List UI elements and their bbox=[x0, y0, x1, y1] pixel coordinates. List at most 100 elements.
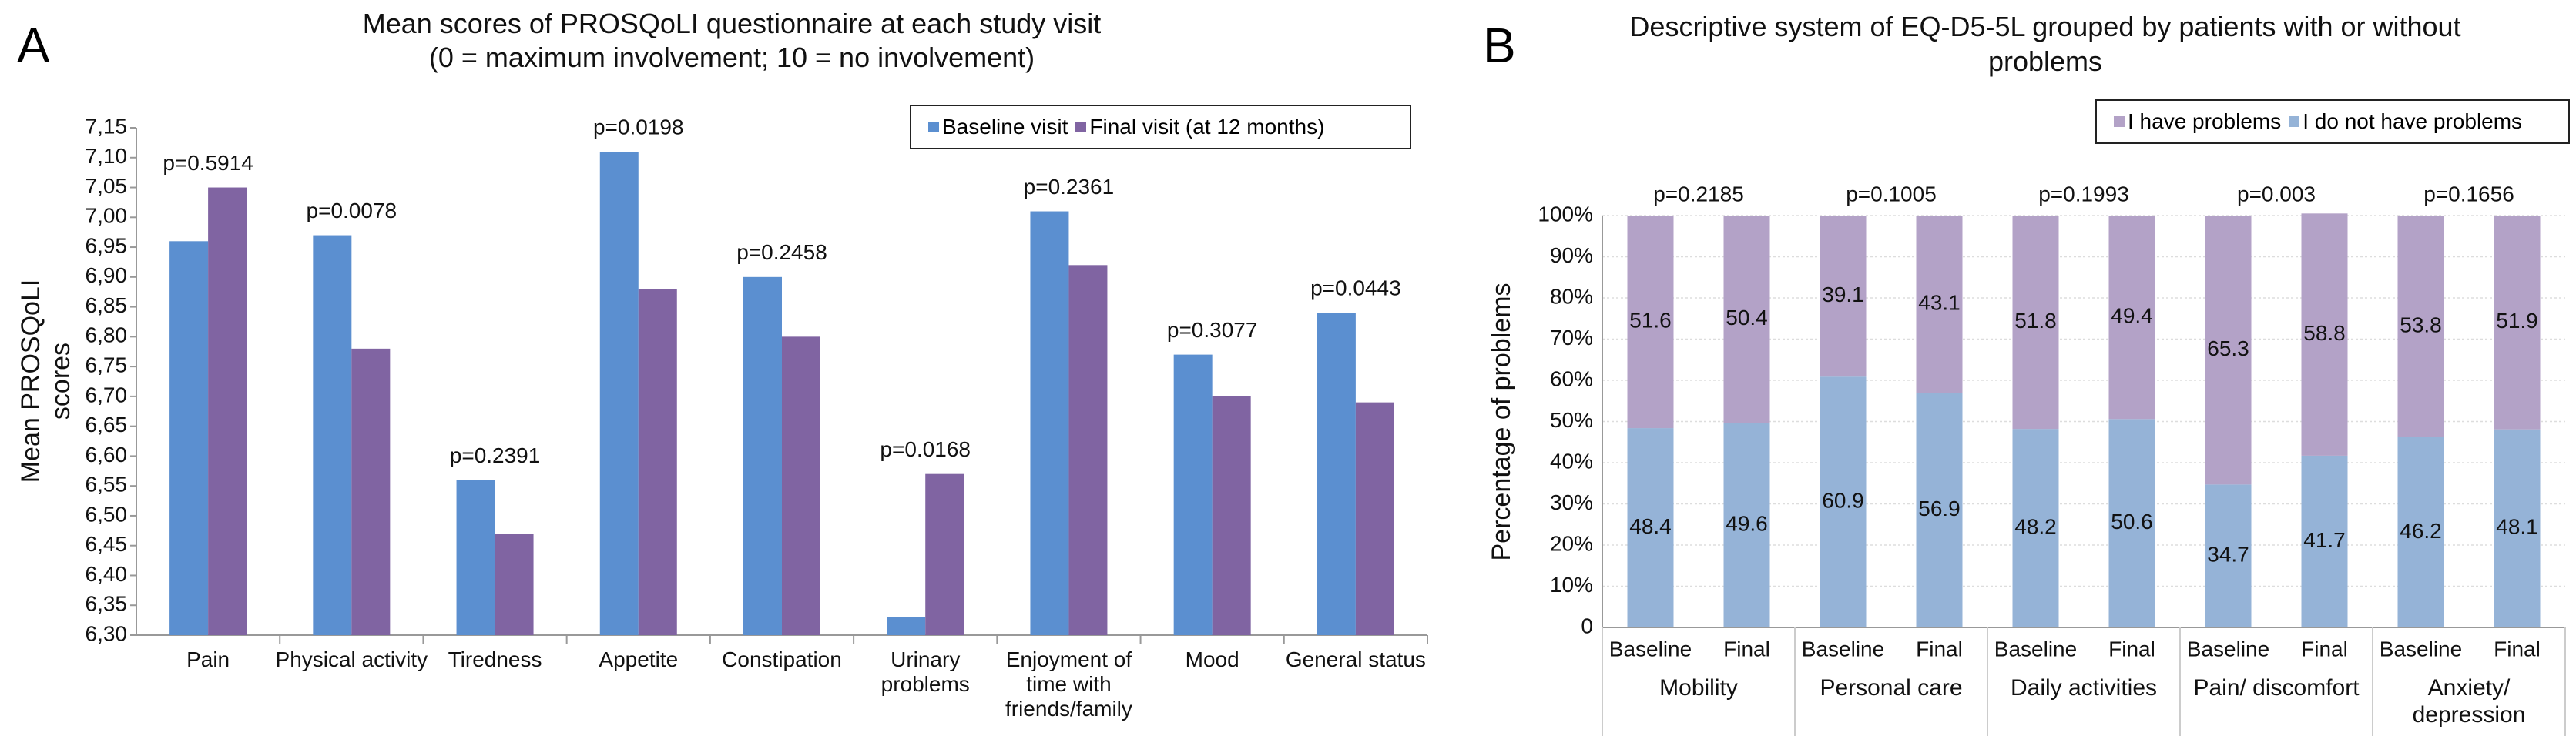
data-label: 58.8 bbox=[2303, 321, 2346, 345]
y-tick-label: 50% bbox=[1550, 408, 1593, 432]
data-label: 49.4 bbox=[2111, 304, 2153, 328]
x-tick-label: Tiredness bbox=[448, 647, 542, 671]
p-value: p=0.1005 bbox=[1846, 182, 1937, 206]
bar bbox=[351, 348, 391, 635]
p-value: p=0.2185 bbox=[1653, 182, 1744, 206]
chart-title: Mean scores of PROSQoLI questionnaire at… bbox=[362, 8, 1102, 39]
bar-segment bbox=[2301, 455, 2348, 627]
p-value: p=0.0078 bbox=[307, 199, 397, 222]
y-tick-label: 60% bbox=[1550, 366, 1593, 390]
panel-letter: A bbox=[17, 18, 50, 73]
data-label: 48.4 bbox=[1629, 514, 1672, 538]
group-label: Anxiety/ depression bbox=[2412, 675, 2526, 728]
bar-segment bbox=[2012, 429, 2059, 627]
legend-label: Baseline visit bbox=[942, 115, 1068, 139]
data-label: 50.6 bbox=[2111, 510, 2153, 534]
y-axis-label: Percentage of problems bbox=[1487, 283, 1517, 561]
bar-segment bbox=[1723, 216, 1770, 423]
panel-letter: B bbox=[1483, 18, 1516, 73]
data-label: 51.6 bbox=[1629, 308, 1672, 332]
y-tick-label: 6,70 bbox=[86, 383, 128, 406]
bar-segment bbox=[1723, 423, 1770, 627]
y-tick-label: 6,55 bbox=[86, 473, 128, 497]
y-tick-label: 6,50 bbox=[86, 502, 128, 526]
data-label: 48.2 bbox=[2014, 514, 2057, 538]
p-value: p=0.0168 bbox=[880, 437, 971, 461]
y-tick-label: 7,10 bbox=[86, 144, 128, 168]
bar-segment bbox=[1916, 216, 1963, 393]
data-label: 60.9 bbox=[1822, 488, 1864, 512]
legend-label: Final visit (at 12 months) bbox=[1089, 115, 1325, 139]
data-label: 53.8 bbox=[2400, 313, 2442, 336]
x-tick-label: Final bbox=[1916, 637, 1963, 661]
bar-segment bbox=[2108, 419, 2155, 627]
data-label: 46.2 bbox=[2400, 519, 2442, 543]
data-label: 50.4 bbox=[1726, 306, 1768, 330]
bar-segment bbox=[2301, 213, 2348, 456]
y-tick-label: 70% bbox=[1550, 326, 1593, 350]
p-value: p=0.2458 bbox=[736, 240, 827, 264]
data-label: 49.6 bbox=[1726, 512, 1768, 536]
legend-label: I do not have problems bbox=[2303, 109, 2523, 133]
bar bbox=[1317, 313, 1356, 635]
y-tick-label: 6,45 bbox=[86, 532, 128, 556]
bar bbox=[313, 235, 352, 635]
y-tick-label: 90% bbox=[1550, 243, 1593, 267]
p-value: p=0.0198 bbox=[593, 115, 684, 139]
legend: Baseline visit Final visit (at 12 months) bbox=[910, 105, 1411, 149]
data-label: 51.8 bbox=[2014, 309, 2057, 333]
x-tick-label: Urinary problems bbox=[880, 647, 970, 697]
bar-segment bbox=[1820, 376, 1867, 627]
data-label: 43.1 bbox=[1918, 291, 1961, 315]
bar-segment bbox=[2205, 484, 2252, 627]
p-value: p=0.1993 bbox=[2038, 182, 2129, 206]
p-value: p=0.2361 bbox=[1024, 175, 1115, 199]
data-label: 51.9 bbox=[2496, 309, 2538, 333]
chart-subtitle: (0 = maximum involvement; 10 = no involv… bbox=[428, 42, 1035, 73]
x-tick-label: Pain bbox=[186, 647, 230, 671]
y-tick-label: 7,00 bbox=[86, 204, 128, 228]
bar-segment bbox=[1627, 428, 1674, 627]
x-tick-label: Final bbox=[2301, 637, 2348, 661]
y-tick-label: 80% bbox=[1550, 284, 1593, 308]
legend-swatch bbox=[928, 122, 939, 132]
x-tick-label: Enjoyment of time with friends/family bbox=[1005, 647, 1132, 721]
y-tick-label: 6,30 bbox=[86, 621, 128, 645]
x-tick-label: Final bbox=[2494, 637, 2541, 661]
legend-swatch bbox=[1075, 122, 1087, 132]
p-value: p=0.003 bbox=[2237, 182, 2316, 206]
x-tick-label: Mood bbox=[1185, 647, 1239, 671]
data-label: 39.1 bbox=[1822, 283, 1864, 306]
y-tick-label: 6,85 bbox=[86, 293, 128, 317]
p-value: p=0.2391 bbox=[450, 443, 541, 467]
bar-segment bbox=[2494, 429, 2541, 627]
y-tick-label: 30% bbox=[1550, 490, 1593, 514]
x-tick-label: Baseline bbox=[1609, 637, 1692, 661]
data-label: 56.9 bbox=[1918, 497, 1961, 520]
bar-segment bbox=[2397, 216, 2444, 437]
p-value: p=0.3077 bbox=[1167, 318, 1258, 342]
y-tick-label: 40% bbox=[1550, 449, 1593, 473]
legend-swatch bbox=[2289, 116, 2300, 127]
y-tick-label: 7,05 bbox=[86, 174, 128, 198]
legend: I have problems I do not have problems bbox=[2095, 99, 2570, 144]
y-axis-label: Mean PROSQoLI scores bbox=[15, 279, 75, 483]
x-tick-label: Physical activity bbox=[275, 647, 428, 671]
bar bbox=[638, 289, 677, 635]
bar bbox=[208, 187, 247, 635]
x-tick-label: Final bbox=[1723, 637, 1770, 661]
data-label: 41.7 bbox=[2303, 528, 2346, 552]
bar bbox=[1173, 354, 1213, 635]
data-label: 34.7 bbox=[2207, 543, 2249, 567]
data-label: 65.3 bbox=[2207, 336, 2249, 360]
bar-segment bbox=[2012, 216, 2059, 430]
y-tick-label: 6,80 bbox=[86, 323, 128, 347]
bar bbox=[887, 617, 926, 635]
bar bbox=[169, 241, 209, 635]
y-tick-label: 6,65 bbox=[86, 413, 128, 437]
bar bbox=[495, 534, 534, 635]
group-label: Daily activities bbox=[2010, 675, 2158, 701]
bar bbox=[456, 480, 495, 635]
